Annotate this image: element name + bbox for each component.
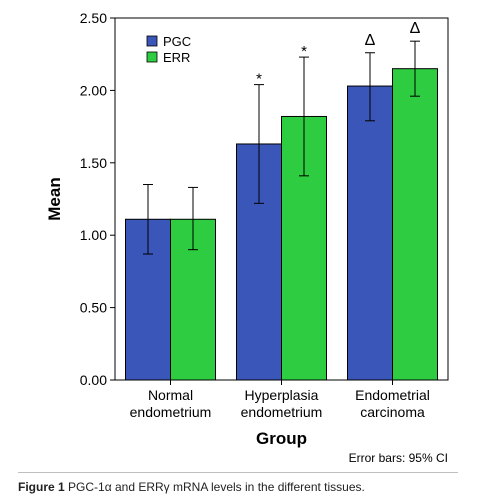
error-bar-note: Error bars: 95% CI <box>349 451 448 465</box>
x-tick-label: Hyperplasia <box>245 387 319 403</box>
bar <box>347 85 393 381</box>
figure-caption: Figure 1 PGC-1α and ERRγ mRNA levels in … <box>18 480 365 494</box>
legend-label: PGC <box>163 34 191 49</box>
delta-annotation: Δ <box>410 20 421 37</box>
y-tick-label: 2.00 <box>80 82 107 98</box>
legend-swatch <box>146 51 158 63</box>
y-tick-label: 0.50 <box>80 300 107 316</box>
bar-chart: 0.000.501.001.502.002.50Normalendometriu… <box>45 10 449 465</box>
y-tick-label: 1.00 <box>80 227 107 243</box>
bar <box>392 68 438 381</box>
x-axis-title: Group <box>256 429 307 448</box>
significance-asterisk: * <box>256 71 262 88</box>
y-tick-label: 0.00 <box>80 372 107 388</box>
y-tick-label: 2.50 <box>80 10 107 26</box>
caption-divider <box>18 472 458 473</box>
x-tick-label: Endometrial <box>355 387 430 403</box>
delta-annotation: Δ <box>365 32 376 49</box>
legend-swatch <box>146 35 158 47</box>
y-tick-label: 1.50 <box>80 155 107 171</box>
x-tick-label: endometrium <box>241 404 323 420</box>
x-tick-label: Normal <box>148 387 193 403</box>
legend-label: ERR <box>163 50 190 65</box>
y-axis-title: Mean <box>45 177 64 220</box>
significance-asterisk: * <box>301 43 307 60</box>
x-tick-label: endometrium <box>130 404 212 420</box>
caption-text: PGC-1α and ERRγ mRNA levels in the diffe… <box>68 480 365 494</box>
x-tick-label: carcinoma <box>360 404 425 420</box>
caption-prefix: Figure 1 <box>18 480 65 494</box>
